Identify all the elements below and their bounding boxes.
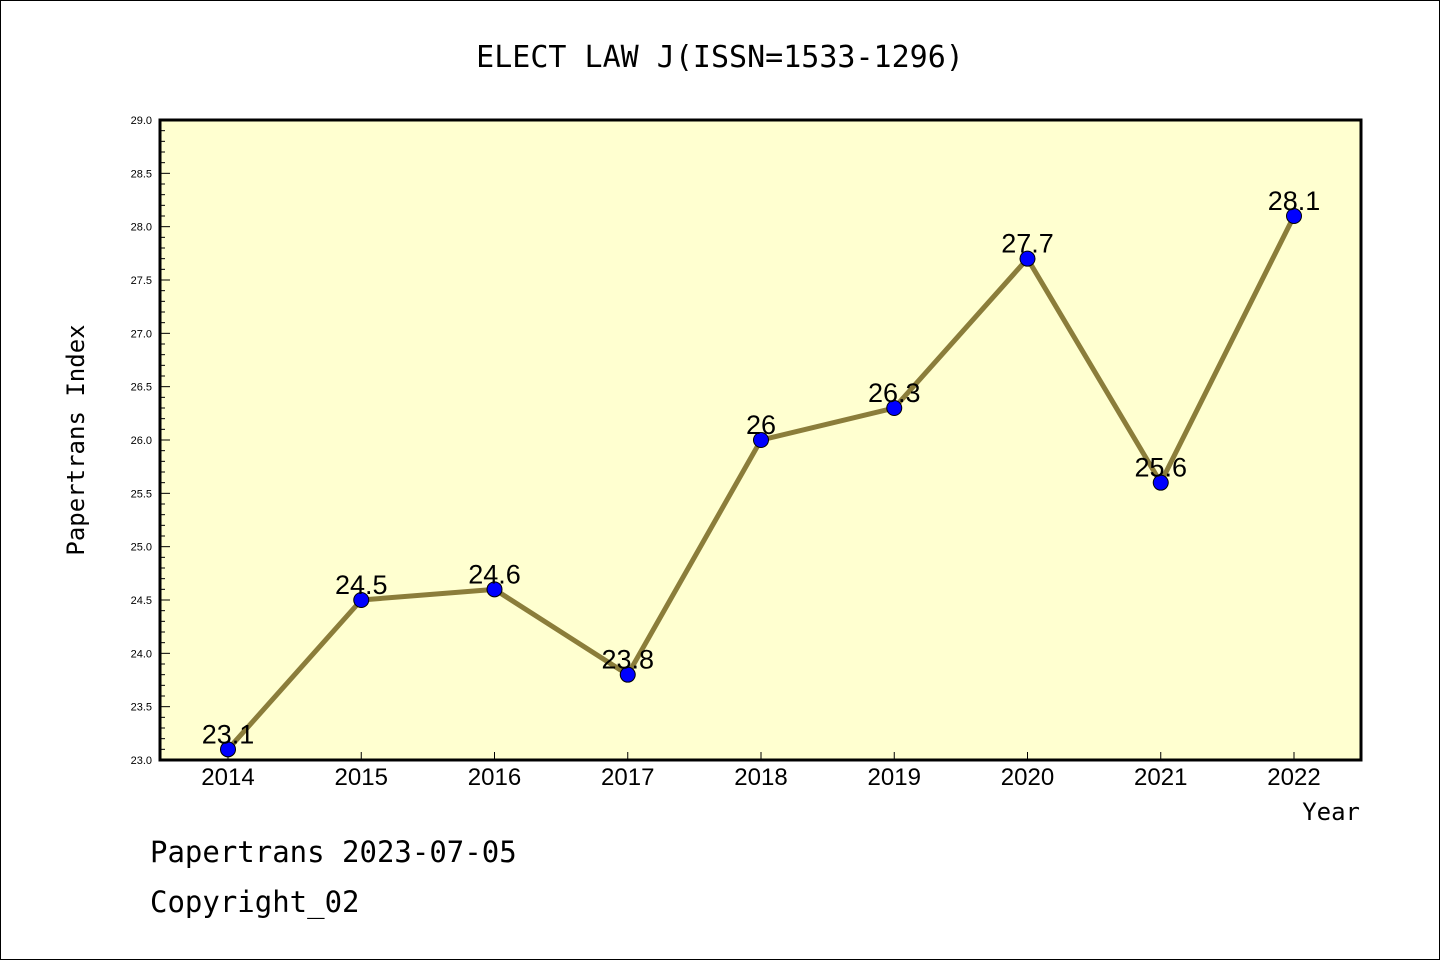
chart-title: ELECT LAW J(ISSN=1533-1296) — [476, 40, 964, 75]
footer-copyright: Copyright_02 — [150, 885, 360, 919]
x-tick-label: 2014 — [201, 764, 254, 791]
y-tick-label: 28.0 — [131, 222, 152, 234]
data-point — [1286, 208, 1302, 224]
y-tick-label: 24.0 — [131, 648, 152, 660]
plot-border — [158, 118, 1363, 762]
y-tick-label: 29.0 — [131, 115, 152, 127]
data-label: 26.3 — [868, 378, 921, 408]
x-tick-label: 2022 — [1267, 764, 1320, 791]
y-tick-label: 26.0 — [131, 435, 152, 447]
axes: 23.0 23.5 24.0 24.5 25.0 25.5 26.0 26.5 27.0 27.5… — [131, 115, 1321, 791]
data-point — [353, 592, 370, 608]
x-tick-label: 2018 — [734, 764, 787, 791]
x-tick-label: 2017 — [601, 764, 654, 791]
y-tick-label: 28.5 — [131, 168, 152, 180]
data-label: 23.1 — [202, 719, 255, 749]
x-axis-label: Year — [1302, 798, 1360, 826]
footer-date: Papertrans 2023-07-05 — [150, 835, 517, 869]
x-tick-label: 2020 — [1001, 764, 1054, 791]
data-label: 28.1 — [1268, 186, 1321, 216]
data-point — [1019, 250, 1036, 267]
data-point — [1152, 474, 1169, 491]
y-tick-label: 27.0 — [131, 328, 152, 340]
data-label: 26 — [746, 410, 776, 440]
data-label: 27.7 — [1001, 229, 1054, 259]
data-point — [753, 432, 769, 448]
data-label: 25.6 — [1134, 453, 1187, 483]
data-point — [886, 400, 903, 416]
y-axis-label: Papertrans Index — [62, 324, 90, 555]
data-label: 24.5 — [335, 570, 388, 600]
data-point — [619, 666, 636, 683]
data-point — [220, 741, 236, 758]
x-tick-label: 2021 — [1134, 764, 1187, 791]
y-tick-label: 25.0 — [131, 542, 152, 554]
x-tick-label: 2019 — [868, 764, 921, 791]
x-tick-label: 2015 — [335, 764, 388, 791]
data-label: 24.6 — [468, 559, 521, 589]
y-tick-label: 26.5 — [131, 382, 152, 394]
y-tick-label: 23.0 — [131, 755, 152, 767]
y-tick-label: 25.5 — [131, 488, 152, 500]
data-label: 23.8 — [601, 645, 654, 675]
x-tick-label: 2016 — [468, 764, 521, 791]
data-point — [486, 581, 503, 598]
y-tick-label: 27.5 — [131, 275, 152, 287]
series: 23.1 24.5 24.6 23.8 26 26.3 27.7 25.6 28.1 — [202, 186, 1321, 758]
y-tick-label: 23.5 — [131, 702, 152, 714]
y-tick-label: 24.5 — [131, 595, 152, 607]
